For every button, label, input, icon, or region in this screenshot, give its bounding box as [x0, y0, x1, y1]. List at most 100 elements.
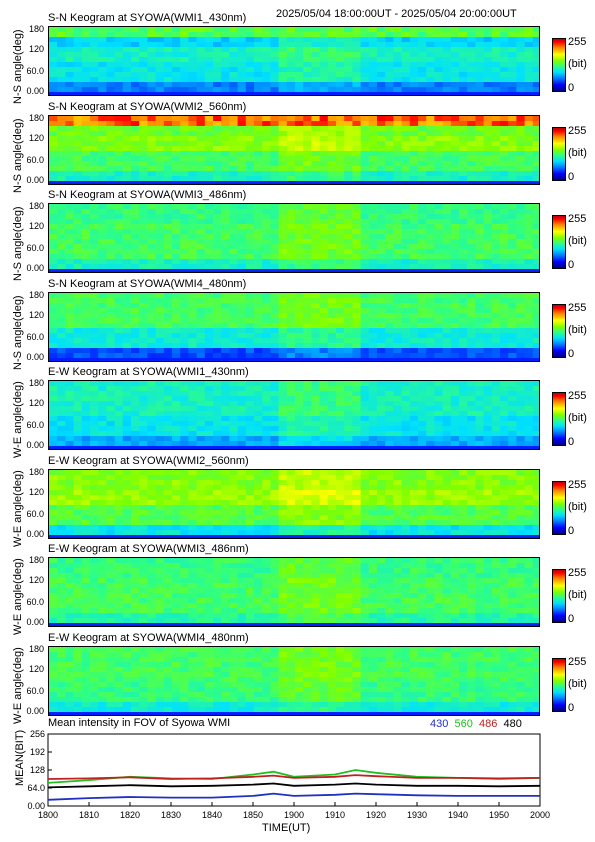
keogram-image	[48, 646, 540, 716]
colorbar-min: 0	[568, 171, 575, 183]
panel-ytick: 180	[28, 113, 44, 123]
keogram-image	[48, 26, 540, 96]
panel-ytick: 120	[28, 310, 44, 321]
panel-ytick: 60.0	[26, 419, 44, 430]
colorbar-min: 0	[568, 82, 575, 94]
mean-ytick: 64.0	[27, 783, 45, 793]
colorbar	[552, 481, 566, 535]
x-tick-label: 2000	[530, 810, 550, 820]
panel-ytick: 60.0	[26, 331, 44, 342]
colorbar-min: 0	[568, 259, 575, 271]
xaxis-label: TIME(UT)	[262, 822, 311, 834]
panel-ytick: 0.00	[26, 352, 44, 362]
keogram-image	[48, 203, 540, 273]
panel-ytick: 60.0	[26, 685, 44, 696]
colorbar	[552, 215, 566, 269]
series-line-480	[47, 782, 541, 789]
panel-ytick: 120	[28, 575, 44, 586]
x-tick-label: 1800	[38, 810, 58, 820]
colorbar	[552, 569, 566, 623]
panel-title: S-N Keogram at SYOWA(WMI4_480nm)	[48, 278, 247, 290]
panel-ytick: 0.00	[26, 263, 44, 273]
legend-480: 480	[503, 718, 522, 730]
series-line-560	[47, 769, 541, 784]
panel-ytick: 60.0	[26, 242, 44, 253]
colorbar-unit: (bit)	[568, 589, 587, 601]
x-tick-label: 1950	[489, 810, 509, 820]
panel-ytick: 120	[28, 487, 44, 498]
keogram-image	[48, 469, 540, 539]
panel-ytick: 0.00	[26, 617, 44, 627]
colorbar-max: 255	[568, 36, 587, 48]
panel-ytick: 180	[28, 555, 44, 565]
panel-title: E-W Keogram at SYOWA(WMI3_486nm)	[48, 543, 249, 555]
panel-ytick: 0.00	[26, 440, 44, 450]
panel-title: S-N Keogram at SYOWA(WMI3_486nm)	[48, 189, 247, 201]
mean-ytick: 256	[30, 730, 45, 739]
panel-ytick: 120	[28, 398, 44, 409]
colorbar-unit: (bit)	[568, 147, 587, 159]
panel-title: E-W Keogram at SYOWA(WMI1_430nm)	[48, 366, 249, 378]
panel-ytick: 60.0	[26, 508, 44, 519]
keogram-image	[48, 557, 540, 627]
panel-ytick: 60.0	[26, 596, 44, 607]
keogram-image	[48, 115, 540, 185]
panel-title: S-N Keogram at SYOWA(WMI1_430nm)	[48, 12, 247, 24]
x-tick-label: 1910	[325, 810, 345, 820]
x-tick-label: 1930	[407, 810, 427, 820]
panel-ytick: 0.00	[26, 86, 44, 96]
panel-ytick: 120	[28, 664, 44, 675]
mean-panel-title: Mean intensity in FOV of Syowa WMI	[48, 717, 231, 729]
colorbar	[552, 304, 566, 358]
panel-ytick: 180	[28, 378, 44, 388]
colorbar-max: 255	[568, 567, 587, 579]
mean-ytick: 0.00	[27, 801, 45, 811]
panel-ytick: 120	[28, 44, 44, 55]
keogram-image	[48, 380, 540, 450]
panel-ytick: 0.00	[26, 529, 44, 539]
colorbar-unit: (bit)	[568, 235, 587, 247]
panel-ytick: 60.0	[26, 65, 44, 76]
colorbar-max: 255	[568, 390, 587, 402]
series-line-430	[47, 792, 540, 801]
mean-legend: 430 560 486 480	[430, 718, 522, 730]
x-tick-label: 1850	[243, 810, 263, 820]
colorbar-unit: (bit)	[568, 412, 587, 424]
panel-ytick: 120	[28, 221, 44, 232]
x-tick-label: 1820	[120, 810, 140, 820]
panel-ytick: 0.00	[26, 706, 44, 716]
colorbar-min: 0	[568, 613, 575, 625]
mean-ytick: 128	[30, 765, 45, 775]
colorbar-unit: (bit)	[568, 678, 587, 690]
colorbar-unit: (bit)	[568, 58, 587, 70]
panel-ytick: 180	[28, 24, 44, 34]
x-tick-label: 1840	[202, 810, 222, 820]
date-range: 2025/05/04 18:00:00UT - 2025/05/04 20:00…	[276, 8, 517, 20]
colorbar-max: 255	[568, 302, 587, 314]
panel-ytick: 180	[28, 644, 44, 654]
colorbar-max: 255	[568, 656, 587, 668]
series-line-486	[47, 774, 541, 780]
panel-ytick: 60.0	[26, 154, 44, 165]
legend-486: 486	[478, 718, 498, 730]
mean-ytick: 192	[30, 747, 45, 757]
panel-title: E-W Keogram at SYOWA(WMI4_480nm)	[48, 632, 249, 644]
colorbar-min: 0	[568, 525, 575, 537]
x-tick-label: 1810	[79, 810, 99, 820]
legend-560: 560	[454, 718, 473, 730]
colorbar-min: 0	[568, 702, 575, 714]
x-tick-label: 1940	[448, 810, 468, 820]
legend-430: 430	[430, 718, 449, 730]
colorbar-max: 255	[568, 213, 587, 225]
colorbar-max: 255	[568, 479, 587, 491]
keogram-image	[48, 292, 540, 362]
panel-ytick: 180	[28, 201, 44, 211]
colorbar	[552, 38, 566, 92]
colorbar-unit: (bit)	[568, 501, 587, 513]
colorbar	[552, 392, 566, 446]
colorbar	[552, 127, 566, 181]
x-tick-label: 1920	[366, 810, 386, 820]
panel-title: S-N Keogram at SYOWA(WMI2_560nm)	[48, 101, 247, 113]
panel-ytick: 0.00	[26, 175, 44, 185]
x-tick-label: 1900	[284, 810, 304, 820]
